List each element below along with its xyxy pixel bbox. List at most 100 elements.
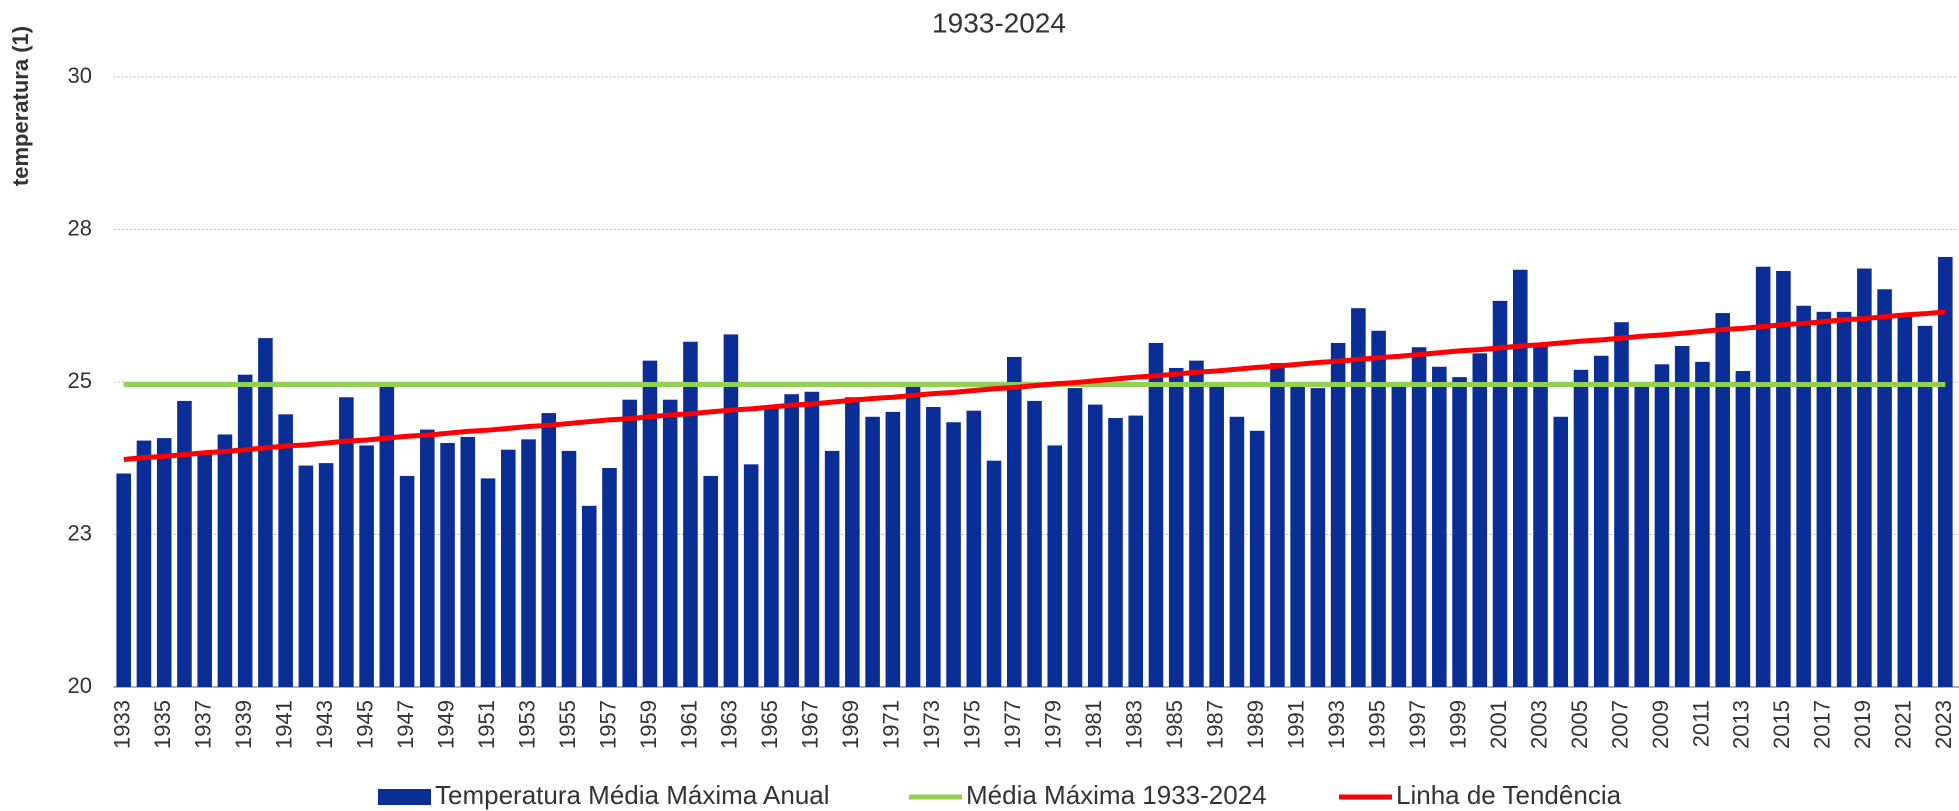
- bar: [1249, 430, 1265, 687]
- x-tick-label: 1935: [150, 700, 175, 749]
- bar: [683, 341, 698, 687]
- bar: [1715, 313, 1730, 687]
- chart-subtitle: 1933-2024: [932, 7, 1066, 38]
- bar: [156, 438, 172, 687]
- x-tick-label: 1987: [1202, 700, 1227, 749]
- bar: [764, 407, 779, 687]
- x-tick-label: 1933: [110, 700, 135, 749]
- bar: [136, 440, 152, 687]
- bar: [865, 416, 880, 687]
- bar: [561, 450, 577, 687]
- bar: [1573, 369, 1589, 687]
- bar: [824, 450, 840, 687]
- bar: [1006, 356, 1022, 687]
- bar: [1290, 382, 1305, 687]
- bar: [743, 464, 759, 687]
- bar: [1614, 322, 1629, 687]
- x-tick-label: 1977: [1000, 700, 1025, 749]
- x-tick-label: 1963: [717, 700, 742, 749]
- bar: [1796, 305, 1811, 687]
- x-tick-label: 1971: [879, 700, 904, 749]
- x-tick-label: 1981: [1081, 700, 1106, 749]
- bar: [1391, 384, 1407, 687]
- bar: [1270, 363, 1285, 687]
- bar: [1371, 330, 1386, 687]
- bar: [500, 449, 516, 687]
- bar: [1674, 346, 1690, 687]
- x-tick-label: 1973: [919, 700, 944, 749]
- legend-label: Linha de Tendência: [1396, 780, 1622, 810]
- x-tick-label: 2017: [1810, 700, 1835, 749]
- bar: [1654, 364, 1670, 687]
- bar: [258, 338, 273, 687]
- legend-label: Média Máxima 1933-2024: [966, 780, 1267, 810]
- bar: [217, 434, 233, 687]
- bar: [1189, 360, 1204, 687]
- bar: [1938, 256, 1953, 687]
- x-tick-label: 2007: [1607, 700, 1632, 749]
- bar: [339, 397, 354, 687]
- x-tick-label: 2021: [1891, 700, 1916, 749]
- bar: [1452, 377, 1467, 687]
- bar: [703, 475, 718, 687]
- bar: [1087, 404, 1103, 687]
- bar: [298, 465, 314, 687]
- bar: [1108, 417, 1123, 687]
- x-tick-label: 2023: [1931, 700, 1956, 749]
- bar: [622, 399, 638, 687]
- bar: [1351, 308, 1366, 687]
- bar: [804, 391, 820, 687]
- bar: [440, 443, 455, 687]
- x-tick-label: 1939: [231, 700, 256, 749]
- x-tick-label: 1967: [798, 700, 823, 749]
- bar: [1128, 415, 1144, 687]
- bar: [1229, 416, 1245, 687]
- bar: [399, 475, 415, 687]
- bar: [1168, 367, 1184, 687]
- x-tick-label: 1951: [474, 700, 499, 749]
- bar: [197, 452, 212, 687]
- bar: [116, 473, 132, 687]
- bar: [1857, 268, 1872, 687]
- bar: [1836, 311, 1852, 687]
- bar: [1047, 445, 1063, 687]
- bar: [420, 429, 435, 687]
- legend-label: Temperatura Média Máxima Anual: [435, 780, 830, 810]
- bar: [905, 386, 921, 687]
- x-tick-label: 1937: [190, 700, 215, 749]
- bar: [379, 384, 395, 687]
- bar: [480, 478, 496, 687]
- bar: [1593, 355, 1609, 687]
- x-tick-label: 1955: [555, 700, 580, 749]
- x-tick-label: 2015: [1769, 700, 1794, 749]
- bar: [177, 400, 192, 687]
- bar: [1634, 384, 1650, 687]
- bar: [845, 397, 860, 687]
- x-tick-label: 1943: [312, 700, 337, 749]
- x-tick-label: 1965: [757, 700, 782, 749]
- bar: [318, 463, 334, 687]
- bar: [521, 439, 536, 687]
- y-tick-label: 23: [68, 520, 92, 545]
- bar: [541, 413, 557, 687]
- x-tick-label: 1989: [1243, 700, 1268, 749]
- bar: [1897, 314, 1913, 687]
- y-axis-label: temperatura (1): [8, 26, 33, 186]
- x-tick-label: 1945: [352, 700, 377, 749]
- y-tick-label: 20: [68, 673, 92, 698]
- bar: [1695, 361, 1710, 687]
- bar: [1776, 270, 1791, 687]
- bar: [1917, 325, 1933, 687]
- bar: [1553, 416, 1569, 687]
- bar: [581, 505, 597, 687]
- y-tick-label: 25: [68, 368, 92, 393]
- bar: [662, 399, 678, 687]
- x-tick-label: 1979: [1041, 700, 1066, 749]
- x-tick-label: 1985: [1162, 700, 1187, 749]
- bar: [1432, 366, 1447, 687]
- bar: [926, 407, 941, 687]
- bar: [1148, 342, 1164, 687]
- x-tick-label: 1957: [595, 700, 620, 749]
